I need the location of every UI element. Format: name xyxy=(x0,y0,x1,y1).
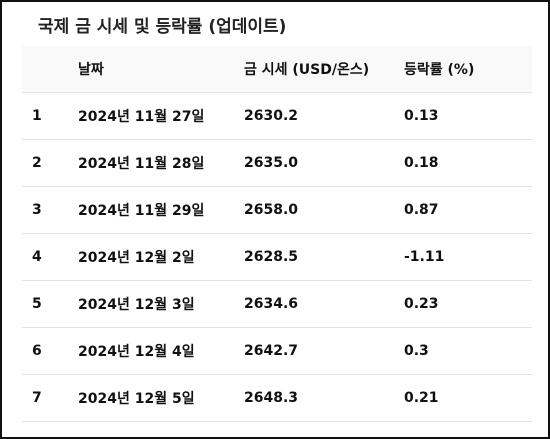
table-row: 1 2024년 11월 27일 2630.2 0.13 xyxy=(22,92,532,140)
header-cell: 날짜 xyxy=(74,46,244,93)
table-row: 2 2024년 11월 28일 2635.0 0.18 xyxy=(22,139,532,187)
table-cell: 1 xyxy=(22,92,74,140)
table-cell: 4 xyxy=(22,233,74,281)
table-cell: 2 xyxy=(22,139,74,187)
table-cell: 0.23 xyxy=(404,280,532,328)
table-cell: 0.87 xyxy=(404,186,532,234)
table-row: 4 2024년 12월 2일 2628.5 -1.11 xyxy=(22,233,532,281)
header-cell: 금 시세 (USD/온스) xyxy=(244,46,404,93)
table-body: 1 2024년 11월 27일 2630.2 0.13 2 2024년 11월 28일 26… xyxy=(22,92,532,422)
table-cell: 2024년 12월 5일 xyxy=(74,374,244,422)
table-cell: 2024년 11월 27일 xyxy=(74,92,244,140)
table-cell: 2634.6 xyxy=(244,280,404,328)
table-header: 날짜 금 시세 (USD/온스) 등락률 (%) xyxy=(22,46,532,93)
table-cell: 2648.3 xyxy=(244,374,404,422)
table-row: 5 2024년 12월 3일 2634.6 0.23 xyxy=(22,280,532,328)
table-cell: 5 xyxy=(22,280,74,328)
table-cell: 0.18 xyxy=(404,139,532,187)
header-cell xyxy=(22,46,74,93)
table-row: 3 2024년 11월 29일 2658.0 0.87 xyxy=(22,186,532,234)
table-cell: 0.13 xyxy=(404,92,532,140)
table-cell: 2642.7 xyxy=(244,327,404,375)
table-cell: 2024년 11월 28일 xyxy=(74,139,244,187)
header-row: 날짜 금 시세 (USD/온스) 등락률 (%) xyxy=(22,46,532,93)
table-cell: 2024년 12월 3일 xyxy=(74,280,244,328)
table-cell: 0.3 xyxy=(404,327,532,375)
table-cell: 2630.2 xyxy=(244,92,404,140)
table-cell: 3 xyxy=(22,186,74,234)
table-cell: 2635.0 xyxy=(244,139,404,187)
table-cell: 0.21 xyxy=(404,374,532,422)
table-row: 7 2024년 12월 5일 2648.3 0.21 xyxy=(22,374,532,422)
title: 국제 금 시세 및 등락률 (업데이트) xyxy=(38,17,287,37)
table-cell: 6 xyxy=(22,327,74,375)
table-cell: -1.11 xyxy=(404,233,532,281)
table-row: 6 2024년 12월 4일 2642.7 0.3 xyxy=(22,327,532,375)
table-cell: 2024년 12월 2일 xyxy=(74,233,244,281)
table-cell: 2024년 11월 29일 xyxy=(74,186,244,234)
table-cell: 7 xyxy=(22,374,74,422)
table-cell: 2024년 12월 4일 xyxy=(74,327,244,375)
price-table: 날짜 금 시세 (USD/온스) 등락률 (%) 1 2024년 11월 27일 263… xyxy=(22,46,532,422)
table-cell: 2628.5 xyxy=(244,233,404,281)
header-cell: 등락률 (%) xyxy=(404,46,532,93)
table-cell: 2658.0 xyxy=(244,186,404,234)
